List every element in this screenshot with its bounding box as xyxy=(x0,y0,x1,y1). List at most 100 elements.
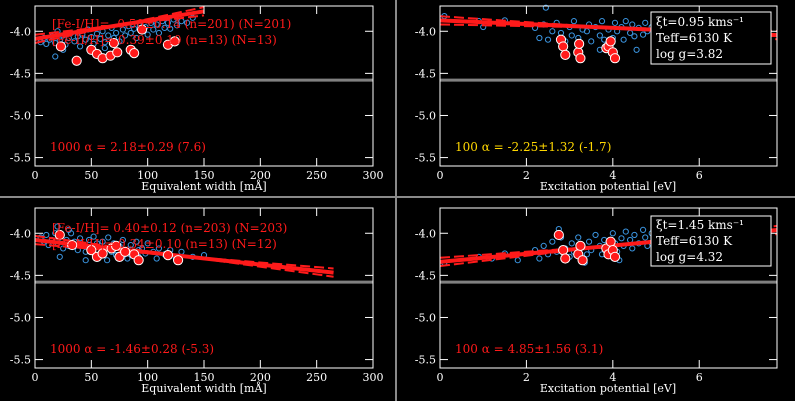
plot-area xyxy=(34,5,374,167)
fe-i-point xyxy=(642,234,649,241)
fe-i-point xyxy=(150,26,157,33)
y-tick-label: -4.0 xyxy=(415,227,436,240)
fe-ii-point xyxy=(609,53,621,64)
fe-i-point xyxy=(153,21,160,28)
x-tick-label: 0 xyxy=(437,169,444,182)
x-tick-label: 0 xyxy=(32,169,39,182)
fe-ii-point xyxy=(560,253,571,264)
x-tick-label: 2 xyxy=(523,169,530,182)
slope-annotation: 100 α = -2.25±1.32 (-1.7) xyxy=(455,140,611,154)
fe-i-point xyxy=(609,230,616,237)
x-axis-label: Equivalent width [mÅ] xyxy=(141,381,266,395)
fe-ii-point xyxy=(162,250,174,261)
fe-i-point xyxy=(622,228,629,235)
slope-annotation: 1000 α = 2.18±0.29 (7.6) xyxy=(50,140,206,154)
fe-i-point xyxy=(85,236,93,244)
fe-i-point xyxy=(536,255,543,262)
fe-ii-abundance-label: [Fe-II/H]= 0.34±0.10 (n=13) (N=12) xyxy=(52,237,277,251)
fe-ii-point xyxy=(55,41,67,52)
fe-i-point xyxy=(88,34,95,41)
teff-label: Teff=6130 K xyxy=(656,234,733,248)
x-tick-label: 250 xyxy=(306,371,327,384)
logg-label: log g=4.32 xyxy=(656,250,723,264)
fe-i-point xyxy=(65,226,72,233)
fe-ii-point xyxy=(86,245,97,256)
fe-i-point xyxy=(592,231,599,239)
fe-i-point xyxy=(540,242,547,249)
x-tick-label: 200 xyxy=(250,169,271,182)
fe-ii-point xyxy=(71,55,82,66)
fe-i-point xyxy=(104,257,111,264)
fe-i-point xyxy=(568,240,575,247)
fe-i-point xyxy=(585,238,593,245)
fe-ii-point xyxy=(97,248,108,259)
fe-i-point xyxy=(43,231,50,239)
stellar-params-box xyxy=(650,11,772,65)
fe-i-point xyxy=(583,251,590,258)
x-tick-label: 300 xyxy=(363,371,384,384)
fe-i-point xyxy=(184,19,191,26)
fe-i-abundance-label: [Fe-I/H]= -0.50±0.14 (n=201) (N=201) xyxy=(52,17,291,31)
microturbulence-label: ξt=1.45 kms⁻¹ xyxy=(656,218,744,232)
stellar-params-box xyxy=(650,215,772,267)
fe-ii-point xyxy=(67,239,78,251)
y-tick-label: -5.0 xyxy=(10,109,31,122)
fe-i-point xyxy=(119,236,126,244)
fe-i-abundance-label: [Fe-I/H]= 0.40±0.12 (n=203) (N=203) xyxy=(52,221,287,235)
plot-area xyxy=(34,207,374,369)
fe-i-point xyxy=(133,34,140,42)
slope-annotation: 1000 α = -1.46±0.28 (-5.3) xyxy=(50,342,214,356)
fe-i-point xyxy=(99,238,106,245)
teff-label: Teff=6130 K xyxy=(656,31,733,45)
fe-i-point xyxy=(536,34,543,42)
fe-ii-point xyxy=(574,38,585,49)
fe-i-point xyxy=(144,31,151,38)
fe-i-point xyxy=(71,38,78,45)
fe-i-point xyxy=(133,238,140,245)
fe-i-point xyxy=(127,29,134,37)
y-tick-label: -4.0 xyxy=(415,25,436,38)
y-tick-label: -4.5 xyxy=(415,67,436,80)
fe-ii-point xyxy=(558,41,569,52)
fe-i-point xyxy=(105,32,112,39)
microturbulence-label: ξt=0.95 kms⁻¹ xyxy=(656,15,744,29)
fe-i-point xyxy=(54,223,61,230)
fe-ii-point xyxy=(553,229,564,241)
panel-abundance-vs-ep-top: ξt=0.95 kms⁻¹ Teff=6130 K log g=3.82 100… xyxy=(415,4,778,193)
fe-i-point xyxy=(588,38,595,45)
y-tick-label: -4.5 xyxy=(415,269,436,282)
fe-i-point xyxy=(618,235,625,242)
fe-ii-point xyxy=(605,36,616,47)
fe-i-point xyxy=(620,36,627,43)
fe-i-point xyxy=(622,18,629,25)
fe-ii-point xyxy=(605,236,616,247)
fe-i-point xyxy=(153,255,160,262)
fe-i-point xyxy=(90,233,97,240)
fe-i-point xyxy=(82,36,89,43)
fe-i-point xyxy=(633,46,640,53)
x-tick-label: 2 xyxy=(523,371,530,384)
panel-abundance-vs-ew-top: [Fe-I/H]= -0.50±0.14 (n=201) (N=201) [Fe… xyxy=(10,5,384,193)
fe-ii-point xyxy=(575,240,586,251)
x-tick-label: 150 xyxy=(194,169,215,182)
fit-error-band xyxy=(34,234,334,278)
fe-i-point xyxy=(568,32,575,39)
x-tick-label: 0 xyxy=(437,371,444,384)
fe-ii-point xyxy=(172,255,184,266)
fe-i-point xyxy=(542,4,549,11)
fe-i-point xyxy=(43,40,50,47)
fe-i-point xyxy=(570,18,578,25)
fe-ii-point xyxy=(112,47,123,58)
fe-i-point xyxy=(631,33,638,40)
x-tick-label: 100 xyxy=(137,371,158,384)
panel-abundance-vs-ep-bottom: ξt=1.45 kms⁻¹ Teff=6130 K log g=4.32 100… xyxy=(415,207,778,395)
fe-ii-point xyxy=(577,255,588,266)
fe-i-point xyxy=(639,226,647,233)
fe-ii-point xyxy=(169,36,180,47)
x-tick-label: 150 xyxy=(194,371,215,384)
y-tick-label: -5.5 xyxy=(415,152,436,165)
fe-ii-point xyxy=(575,53,586,64)
x-axis-label: Excitation potential [eV] xyxy=(540,180,676,193)
fe-i-point xyxy=(76,235,84,242)
